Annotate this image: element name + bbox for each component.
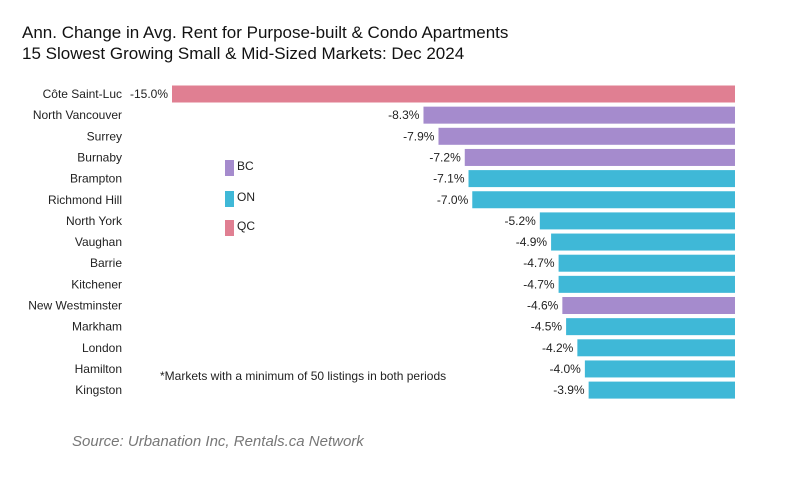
category-label-cote-saint-luc: Côte Saint-Luc [43,87,122,101]
footnote: *Markets with a minimum of 50 listings i… [160,369,447,383]
category-label-richmond-hill: Richmond Hill [48,193,122,207]
bar-north-vancouver [423,106,735,124]
category-label-markham: Markham [72,320,122,334]
value-label-hamilton: -4.0% [550,362,582,376]
value-label-kingston: -3.9% [553,383,585,397]
legend-label-bc: BC [237,159,254,173]
category-label-hamilton: Hamilton [75,362,122,376]
bar-markham [566,318,735,336]
value-label-new-westminster: -4.6% [527,299,559,313]
category-label-north-york: North York [66,214,123,228]
bar-hamilton [584,360,735,378]
value-label-surrey: -7.9% [403,129,435,143]
bar-cote-saint-luc [172,85,735,103]
legend-item-bc: BC [225,160,254,176]
title-line-1: Ann. Change in Avg. Rent for Purpose-bui… [22,23,509,42]
category-label-london: London [82,341,122,355]
value-label-barrie: -4.7% [523,256,555,270]
bar-new-westminster [562,297,735,314]
bar-burnaby [464,148,735,166]
bar-richmond-hill [472,191,735,209]
category-label-surrey: Surrey [87,129,122,143]
bar-kitchener [558,275,735,293]
value-label-kitchener: -4.7% [523,277,555,291]
category-label-burnaby: Burnaby [77,150,122,164]
category-label-vaughan: Vaughan [75,235,122,249]
category-label-kingston: Kingston [75,383,122,397]
value-label-north-vancouver: -8.3% [388,108,420,122]
category-label-kitchener: Kitchener [71,277,122,291]
category-label-north-vancouver: North Vancouver [33,108,122,122]
value-label-richmond-hill: -7.0% [437,193,469,207]
legend-swatch-on [225,191,234,207]
category-label-brampton: Brampton [70,172,122,186]
legend-label-qc: QC [237,219,255,233]
value-label-london: -4.2% [542,341,574,355]
legend-swatch-bc [225,160,234,176]
title-line-2: 15 Slowest Growing Small & Mid-Sized Mar… [22,44,465,63]
bar-vaughan [551,233,735,251]
bar-brampton [468,170,735,188]
legend-item-qc: QC [225,220,255,236]
value-label-brampton: -7.1% [433,172,465,186]
legend-swatch-qc [225,220,234,236]
value-label-cote-saint-luc: -15.0% [130,87,168,101]
value-label-north-york: -5.2% [504,214,536,228]
bar-barrie [558,254,735,272]
legend-item-on: ON [225,191,255,207]
value-label-vaughan: -4.9% [516,235,548,249]
bar-kingston [588,381,735,399]
bar-london [577,339,735,357]
chart-title: Ann. Change in Avg. Rent for Purpose-bui… [22,22,508,64]
category-label-barrie: Barrie [90,256,122,270]
value-label-burnaby: -7.2% [429,150,461,164]
legend-label-on: ON [237,190,255,204]
bar-surrey [438,127,735,145]
source-note: Source: Urbanation Inc, Rentals.ca Netwo… [72,433,364,450]
category-label-new-westminster: New Westminster [28,299,122,313]
value-label-markham: -4.5% [531,320,563,334]
bar-north-york [539,212,735,230]
